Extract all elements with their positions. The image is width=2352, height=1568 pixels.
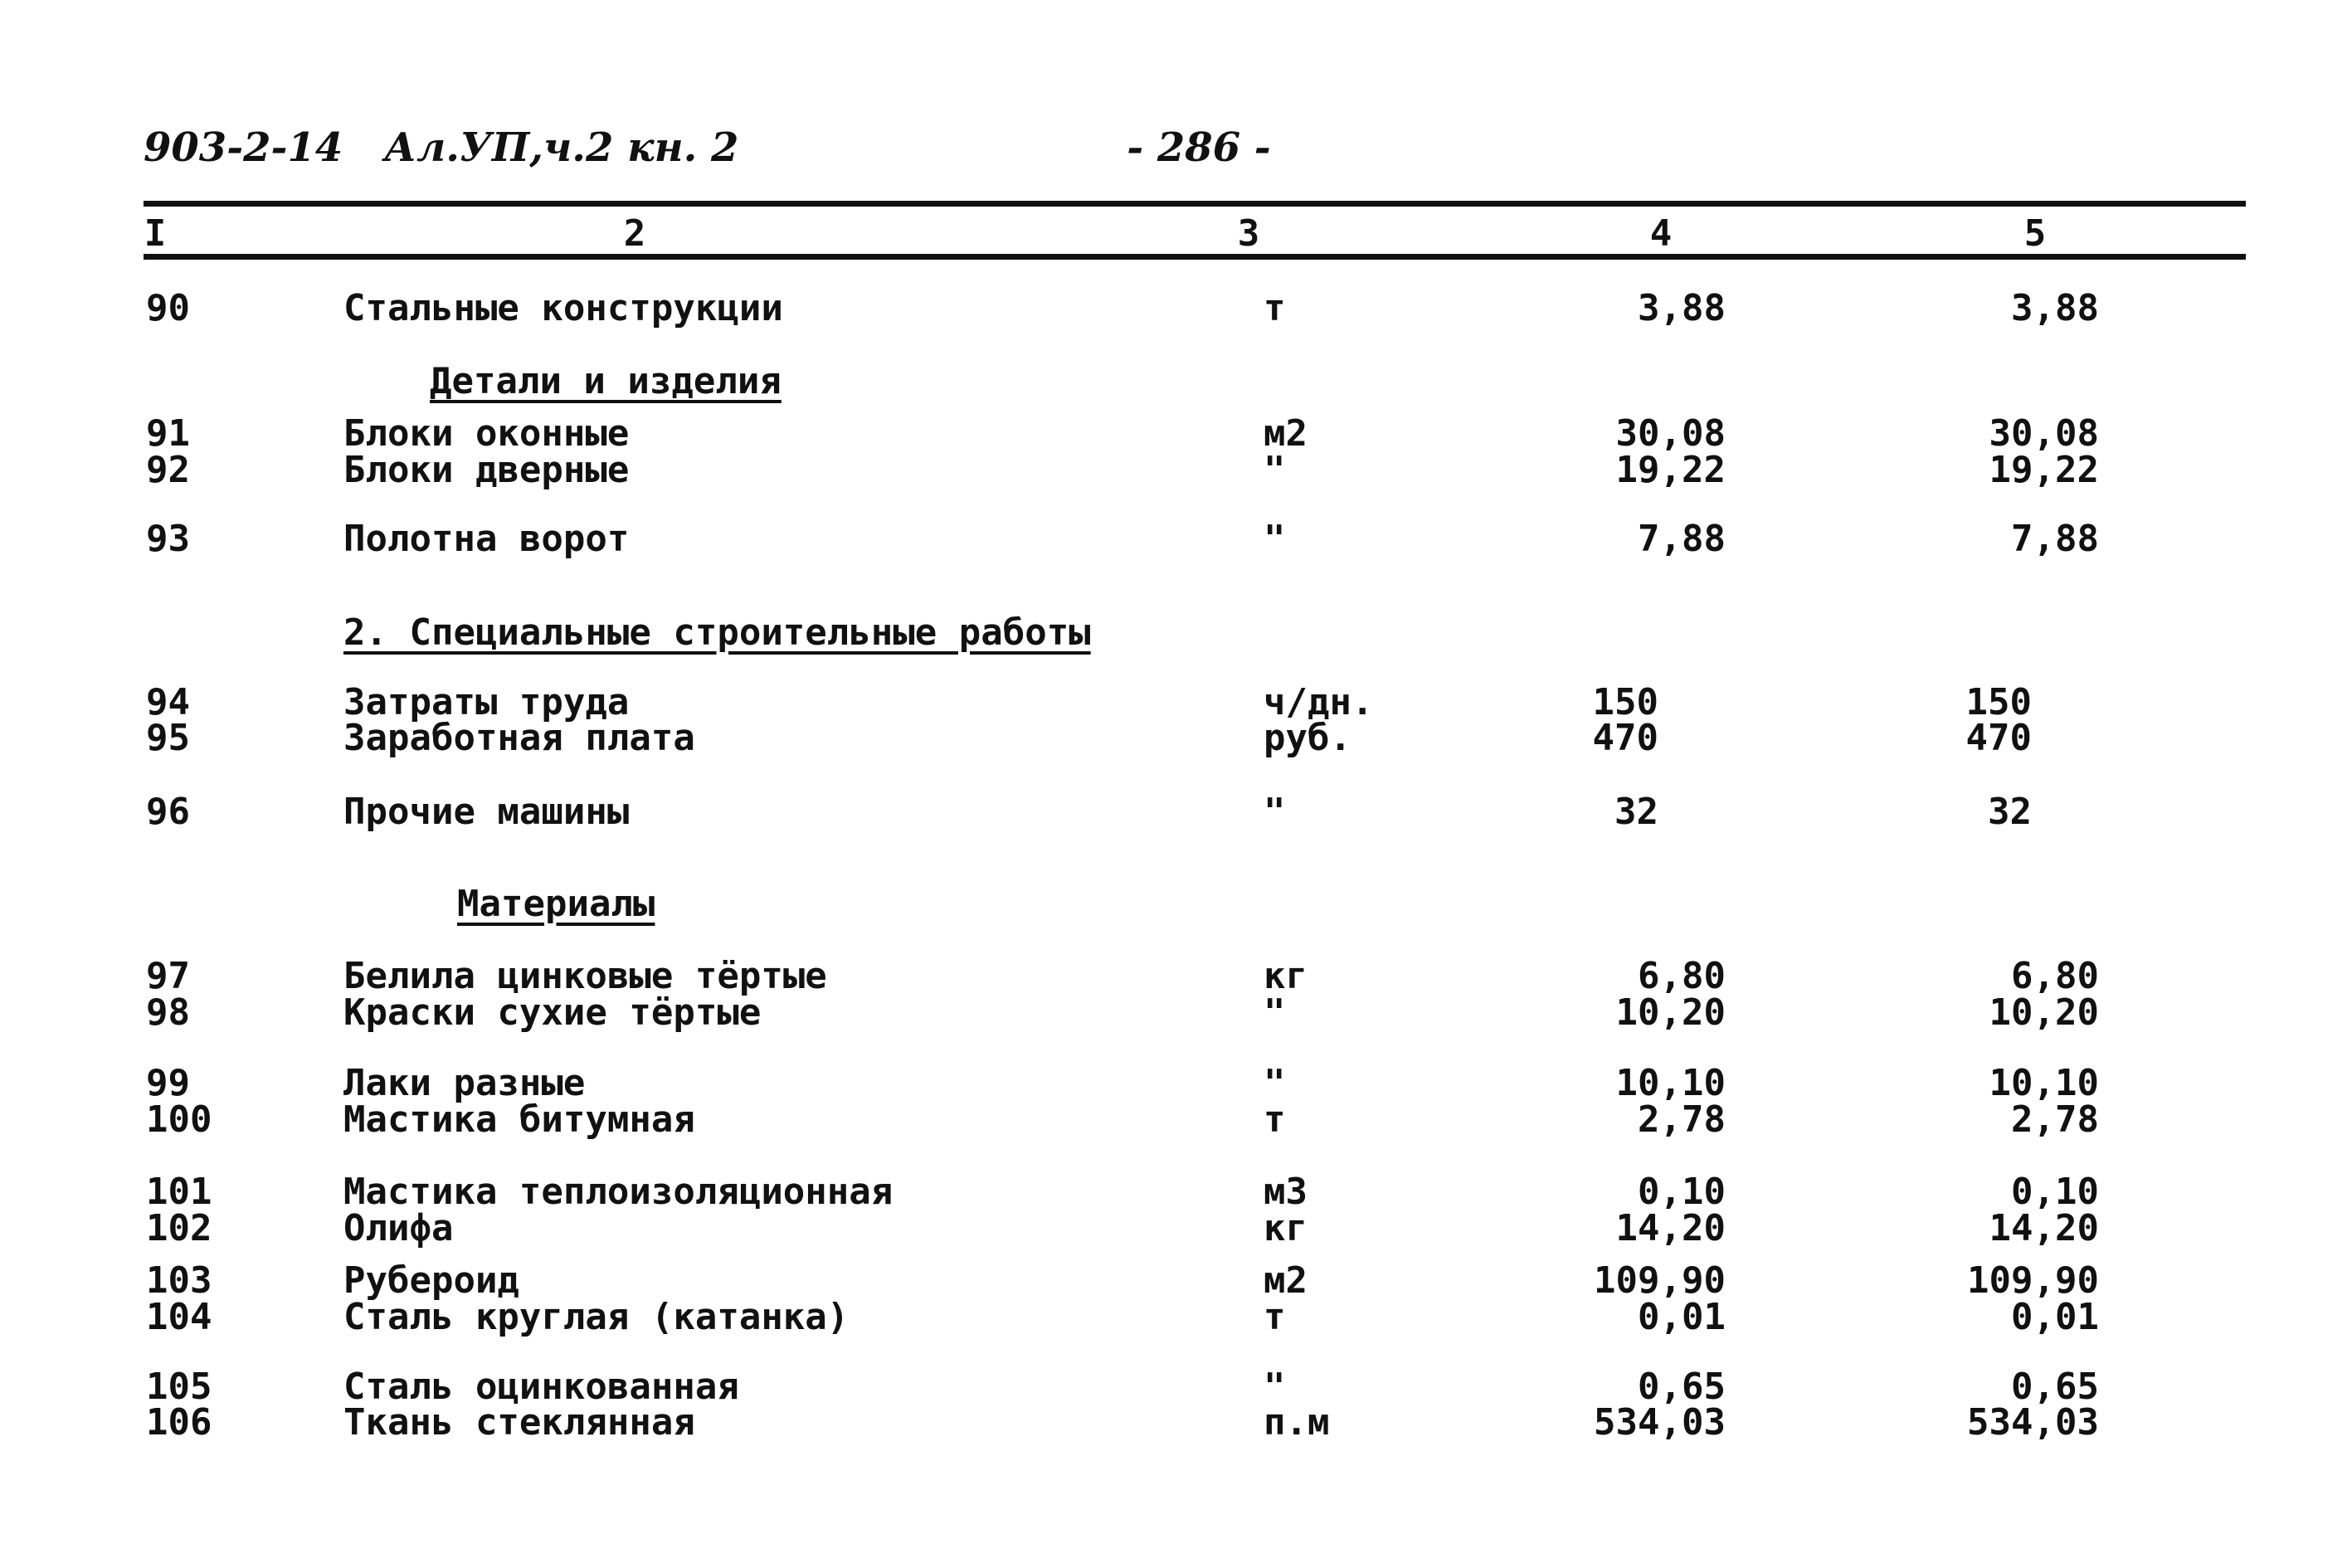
section-heading: Детали и изделия [430, 360, 782, 402]
row-name: Ткань стеклянная [343, 1401, 695, 1444]
row-unit: м2 [1264, 412, 1307, 455]
column-header-5: 5 [2023, 212, 2047, 255]
row-name: Затраты труда [343, 681, 630, 723]
row-value-col5: 30,08 [1989, 412, 2099, 455]
row-value-col4: 10,10 [1615, 1062, 1726, 1104]
row-number: 104 [146, 1296, 212, 1338]
row-name: Белила цинковые тёртые [343, 955, 827, 997]
row-value-col4: 3,88 [1638, 287, 1726, 329]
row-unit: т [1264, 287, 1286, 329]
row-value-col5: 3,88 [2011, 287, 2099, 329]
row-unit: " [1264, 991, 1286, 1034]
album-reference: Ал.УП,ч.2 кн. 2 [384, 124, 739, 171]
document-code: 903-2-14 [144, 124, 343, 171]
row-number: 101 [146, 1171, 212, 1213]
row-unit: м3 [1264, 1171, 1307, 1213]
column-header-1: I [144, 212, 167, 255]
row-value-col5: 10,20 [1989, 991, 2099, 1034]
column-header-3: 3 [1237, 212, 1260, 255]
row-name: Полотна ворот [343, 518, 630, 560]
row-unit: " [1264, 791, 1286, 833]
row-name: Заработная плата [343, 717, 695, 759]
row-value-col4: 534,03 [1594, 1401, 1726, 1444]
row-name: Рубероид [343, 1259, 519, 1302]
row-value-col4: 6,80 [1638, 955, 1726, 997]
row-value-col5: 0,01 [2011, 1296, 2099, 1338]
row-value-col4: 109,90 [1594, 1259, 1726, 1302]
row-number: 90 [146, 287, 190, 329]
column-header-2: 2 [623, 212, 646, 255]
page-number: - 286 - [1127, 124, 1271, 171]
row-unit: " [1264, 1366, 1286, 1408]
row-name: Мастика теплоизоляционная [343, 1171, 894, 1213]
row-value-col5: 2,78 [2011, 1098, 2099, 1141]
row-number: 106 [146, 1401, 212, 1444]
row-number: 96 [146, 791, 190, 833]
row-number: 105 [146, 1366, 212, 1408]
row-name: Прочие машины [343, 791, 630, 833]
row-unit: ч/дн. [1264, 681, 1374, 723]
row-name: Краски сухие тёртые [343, 991, 762, 1034]
row-unit: руб. [1264, 717, 1351, 759]
row-unit: т [1264, 1296, 1286, 1338]
row-number: 99 [146, 1062, 190, 1104]
row-name: Сталь круглая (катанка) [343, 1296, 850, 1338]
row-unit: кг [1264, 955, 1307, 997]
row-value-col4: 10,20 [1615, 991, 1726, 1034]
row-number: 98 [146, 991, 190, 1034]
row-value-col4: 30,08 [1615, 412, 1726, 455]
row-unit: т [1264, 1098, 1286, 1141]
row-name: Мастика битумная [343, 1098, 695, 1141]
row-value-col5: 14,20 [1989, 1207, 2099, 1249]
row-value-col5: 109,90 [1967, 1259, 2099, 1302]
row-number: 93 [146, 518, 190, 560]
row-name: Олифа [343, 1207, 454, 1249]
row-name: Блоки дверные [343, 449, 630, 491]
row-unit: " [1264, 518, 1286, 560]
row-value-col5: 534,03 [1967, 1401, 2099, 1444]
row-value-col4: 32 [1614, 791, 1658, 833]
row-name: Блоки оконные [343, 412, 630, 455]
section-heading: 2. Специальные строительные работы [343, 611, 1091, 654]
row-value-col5: 6,80 [2011, 955, 2099, 997]
row-number: 94 [146, 681, 190, 723]
row-name: Лаки разные [343, 1062, 586, 1104]
row-number: 92 [146, 449, 190, 491]
row-value-col5: 0,65 [2011, 1366, 2099, 1408]
row-unit: п.м [1264, 1401, 1330, 1444]
row-value-col5: 10,10 [1989, 1062, 2099, 1104]
row-value-col5: 470 [1965, 717, 2032, 759]
row-value-col4: 0,65 [1638, 1366, 1726, 1408]
row-number: 102 [146, 1207, 212, 1249]
row-unit: " [1264, 449, 1286, 491]
row-value-col4: 150 [1592, 681, 1658, 723]
row-value-col5: 19,22 [1989, 449, 2099, 491]
row-value-col4: 470 [1592, 717, 1658, 759]
table-top-rule [144, 201, 2246, 207]
row-value-col4: 14,20 [1615, 1207, 1726, 1249]
column-header-4: 4 [1649, 212, 1673, 255]
row-value-col5: 150 [1965, 681, 2032, 723]
row-value-col5: 7,88 [2011, 518, 2099, 560]
row-value-col4: 19,22 [1615, 449, 1726, 491]
header-bottom-rule [144, 254, 2246, 260]
row-value-col4: 0,10 [1638, 1171, 1726, 1213]
row-number: 103 [146, 1259, 212, 1302]
row-number: 95 [146, 717, 190, 759]
row-name: Сталь оцинкованная [343, 1366, 739, 1408]
row-unit: кг [1264, 1207, 1307, 1249]
row-value-col5: 0,10 [2011, 1171, 2099, 1213]
row-unit: " [1264, 1062, 1286, 1104]
row-value-col4: 0,01 [1638, 1296, 1726, 1338]
row-number: 91 [146, 412, 190, 455]
row-number: 100 [146, 1098, 212, 1141]
row-value-col5: 32 [1988, 791, 2032, 833]
row-number: 97 [146, 955, 190, 997]
row-unit: м2 [1264, 1259, 1307, 1302]
row-name: Стальные конструкции [343, 287, 783, 329]
row-value-col4: 7,88 [1638, 518, 1726, 560]
section-heading: Материалы [457, 883, 655, 925]
row-value-col4: 2,78 [1638, 1098, 1726, 1141]
